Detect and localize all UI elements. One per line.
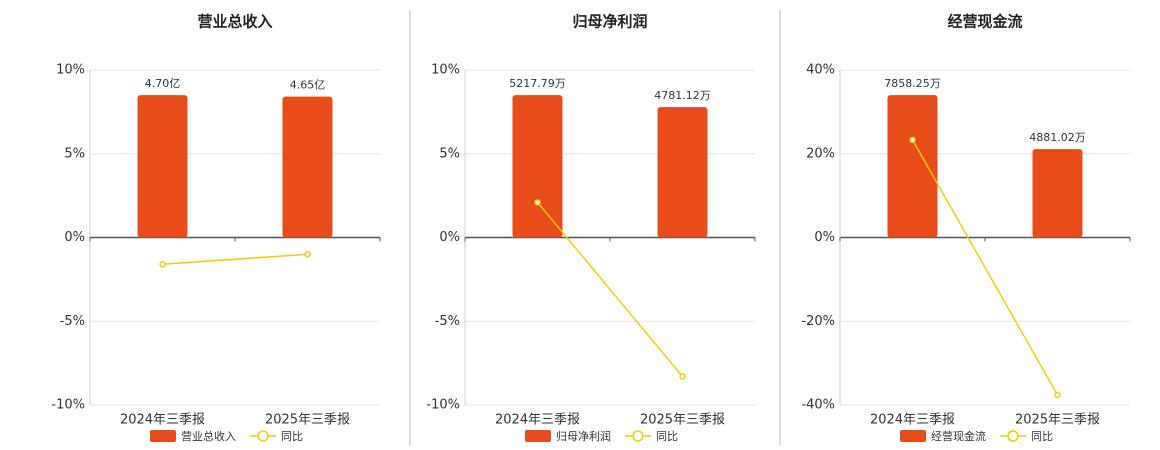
legend-label: 经营现金流 xyxy=(931,429,986,443)
bar xyxy=(657,107,708,238)
y-tick-label: -10% xyxy=(51,398,85,413)
y-tick-label: 0% xyxy=(814,230,835,245)
y-tick-label: -20% xyxy=(801,314,835,329)
y-tick-label: 5% xyxy=(439,146,460,161)
value-label: 4781.12万 xyxy=(654,89,711,102)
legend-swatch xyxy=(1007,430,1019,442)
y-tick-label: 40% xyxy=(806,63,835,78)
legend-label: 营业总收入 xyxy=(181,429,236,443)
bar xyxy=(887,95,938,238)
line-point xyxy=(159,261,166,268)
legend-swatch xyxy=(632,430,644,442)
y-tick-label: 0% xyxy=(64,230,85,245)
legend-label: 归母净利润 xyxy=(556,429,611,443)
y-tick-label: 20% xyxy=(806,146,835,161)
bar xyxy=(512,95,563,238)
bar xyxy=(137,95,188,238)
value-label: 4.65亿 xyxy=(290,79,326,92)
y-tick-label: 10% xyxy=(431,63,460,78)
value-label: 4881.02万 xyxy=(1029,131,1086,144)
value-label: 4.70亿 xyxy=(145,77,181,90)
line-point xyxy=(304,251,311,258)
y-tick-label: -10% xyxy=(426,398,460,413)
legend-label: 同比 xyxy=(1031,430,1053,443)
legend-swatch xyxy=(150,430,176,442)
legend-swatch xyxy=(900,430,926,442)
bar xyxy=(282,96,333,238)
line-point xyxy=(909,136,916,144)
x-tick-label: 2024年三季报 xyxy=(495,413,580,428)
y-tick-label: -5% xyxy=(435,314,460,329)
line-point xyxy=(1054,391,1061,399)
chart-title: 经营现金流 xyxy=(947,13,1022,31)
chart-title: 归母净利润 xyxy=(572,13,647,31)
legend-swatch xyxy=(525,430,551,442)
x-tick-label: 2025年三季报 xyxy=(640,413,725,428)
legend-label: 同比 xyxy=(281,430,303,443)
x-tick-label: 2024年三季报 xyxy=(870,413,955,428)
bar xyxy=(1032,149,1083,238)
line xyxy=(536,201,684,378)
y-tick-label: -40% xyxy=(801,398,835,413)
line-point xyxy=(534,199,541,206)
line-point xyxy=(679,373,686,380)
value-label: 7858.25万 xyxy=(884,77,941,90)
y-tick-label: 5% xyxy=(64,146,85,161)
y-tick-label: 0% xyxy=(439,230,460,245)
chart-title: 营业总收入 xyxy=(197,13,272,31)
legend-label: 同比 xyxy=(656,430,678,443)
line xyxy=(911,139,1059,396)
y-tick-label: 10% xyxy=(56,63,85,78)
y-tick-label: -5% xyxy=(60,314,85,329)
line xyxy=(162,253,308,266)
value-label: 5217.79万 xyxy=(509,77,566,90)
legend-swatch xyxy=(257,430,269,442)
x-tick-label: 2025年三季报 xyxy=(265,413,350,428)
x-tick-label: 2025年三季报 xyxy=(1015,413,1100,428)
x-tick-label: 2024年三季报 xyxy=(120,413,205,428)
